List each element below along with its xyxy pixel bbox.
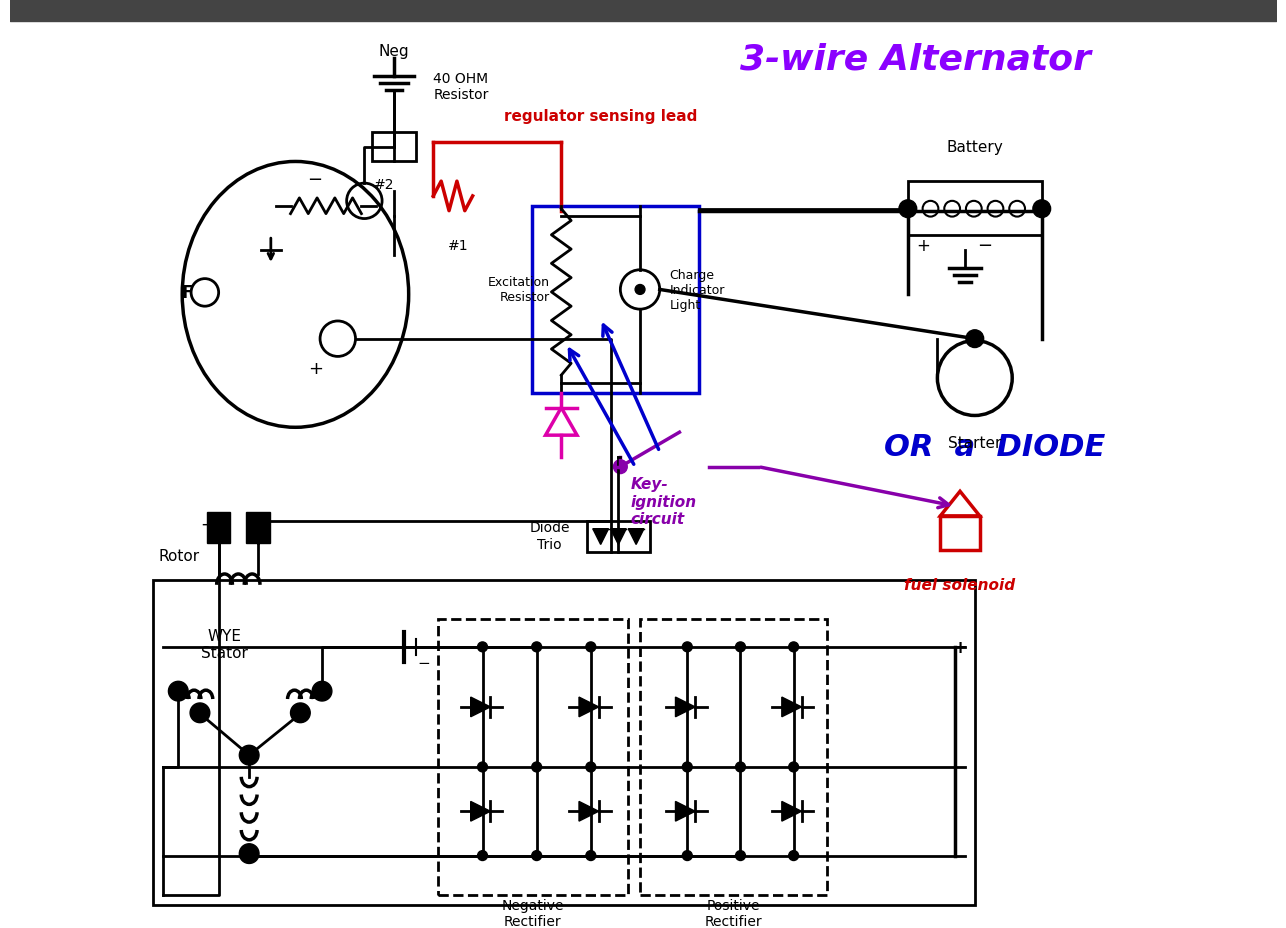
Polygon shape	[675, 697, 696, 717]
Circle shape	[1033, 200, 1051, 218]
Text: fuel solenoid: fuel solenoid	[904, 578, 1016, 593]
Text: Negative
Rectifier: Negative Rectifier	[502, 897, 565, 928]
Circle shape	[683, 851, 692, 860]
Text: +: +	[917, 237, 931, 255]
Text: −: −	[417, 655, 430, 670]
Polygon shape	[579, 802, 599, 821]
Circle shape	[788, 762, 799, 772]
Circle shape	[239, 745, 258, 766]
Bar	[153, 580, 975, 905]
Text: #1: #1	[448, 238, 468, 252]
Polygon shape	[782, 697, 801, 717]
Circle shape	[613, 460, 628, 474]
Polygon shape	[629, 529, 644, 545]
Text: Battery: Battery	[946, 140, 1003, 155]
Text: 40 OHM
Resistor: 40 OHM Resistor	[433, 71, 489, 102]
Circle shape	[477, 762, 487, 772]
Text: OR  a  DIODE: OR a DIODE	[883, 433, 1105, 462]
Bar	[940, 516, 980, 551]
Circle shape	[586, 762, 595, 772]
Text: +: +	[953, 638, 967, 656]
Text: regulator sensing lead: regulator sensing lead	[504, 109, 697, 123]
Circle shape	[477, 642, 487, 652]
Circle shape	[788, 642, 799, 652]
Circle shape	[531, 851, 541, 860]
Circle shape	[586, 642, 595, 652]
Text: Diode
Trio: Diode Trio	[530, 521, 570, 551]
Bar	[586, 522, 649, 553]
Bar	[372, 133, 415, 162]
Bar	[439, 620, 629, 895]
Text: +: +	[251, 515, 265, 534]
Text: Excitation
Resistor: Excitation Resistor	[487, 277, 549, 304]
Circle shape	[788, 851, 799, 860]
Circle shape	[736, 642, 746, 652]
Circle shape	[736, 851, 746, 860]
Circle shape	[899, 200, 917, 218]
Text: −: −	[199, 515, 213, 534]
Circle shape	[312, 681, 332, 702]
Circle shape	[291, 703, 310, 723]
Circle shape	[683, 762, 692, 772]
Circle shape	[736, 762, 746, 772]
Polygon shape	[782, 802, 801, 821]
Bar	[207, 512, 230, 544]
Text: Key-
ignition
circuit: Key- ignition circuit	[630, 477, 696, 526]
Circle shape	[531, 762, 541, 772]
Bar	[246, 512, 270, 544]
Circle shape	[168, 681, 188, 702]
Text: Neg: Neg	[378, 44, 409, 58]
Polygon shape	[675, 802, 696, 821]
Polygon shape	[611, 529, 626, 545]
Circle shape	[190, 703, 210, 723]
Circle shape	[966, 330, 984, 348]
Text: Starter: Starter	[948, 435, 1002, 450]
Text: F: F	[181, 284, 193, 303]
Text: Charge
Indicator
Light: Charge Indicator Light	[670, 269, 725, 312]
Circle shape	[239, 844, 258, 864]
Text: Positive
Rectifier: Positive Rectifier	[705, 897, 763, 928]
Text: #2: #2	[374, 178, 395, 192]
Polygon shape	[593, 529, 608, 545]
Circle shape	[586, 851, 595, 860]
Bar	[531, 207, 700, 393]
Polygon shape	[471, 802, 490, 821]
Bar	[908, 182, 1042, 236]
Circle shape	[683, 642, 692, 652]
Polygon shape	[471, 697, 490, 717]
Text: +: +	[307, 360, 323, 378]
Bar	[640, 620, 827, 895]
Text: Rotor: Rotor	[158, 548, 199, 563]
Circle shape	[477, 851, 487, 860]
Polygon shape	[579, 697, 599, 717]
Text: 3-wire Alternator: 3-wire Alternator	[741, 42, 1092, 76]
Text: WYE
Stator: WYE Stator	[201, 628, 248, 661]
Circle shape	[531, 642, 541, 652]
Text: −: −	[977, 237, 993, 255]
Text: −: −	[307, 171, 323, 189]
Circle shape	[635, 285, 646, 295]
